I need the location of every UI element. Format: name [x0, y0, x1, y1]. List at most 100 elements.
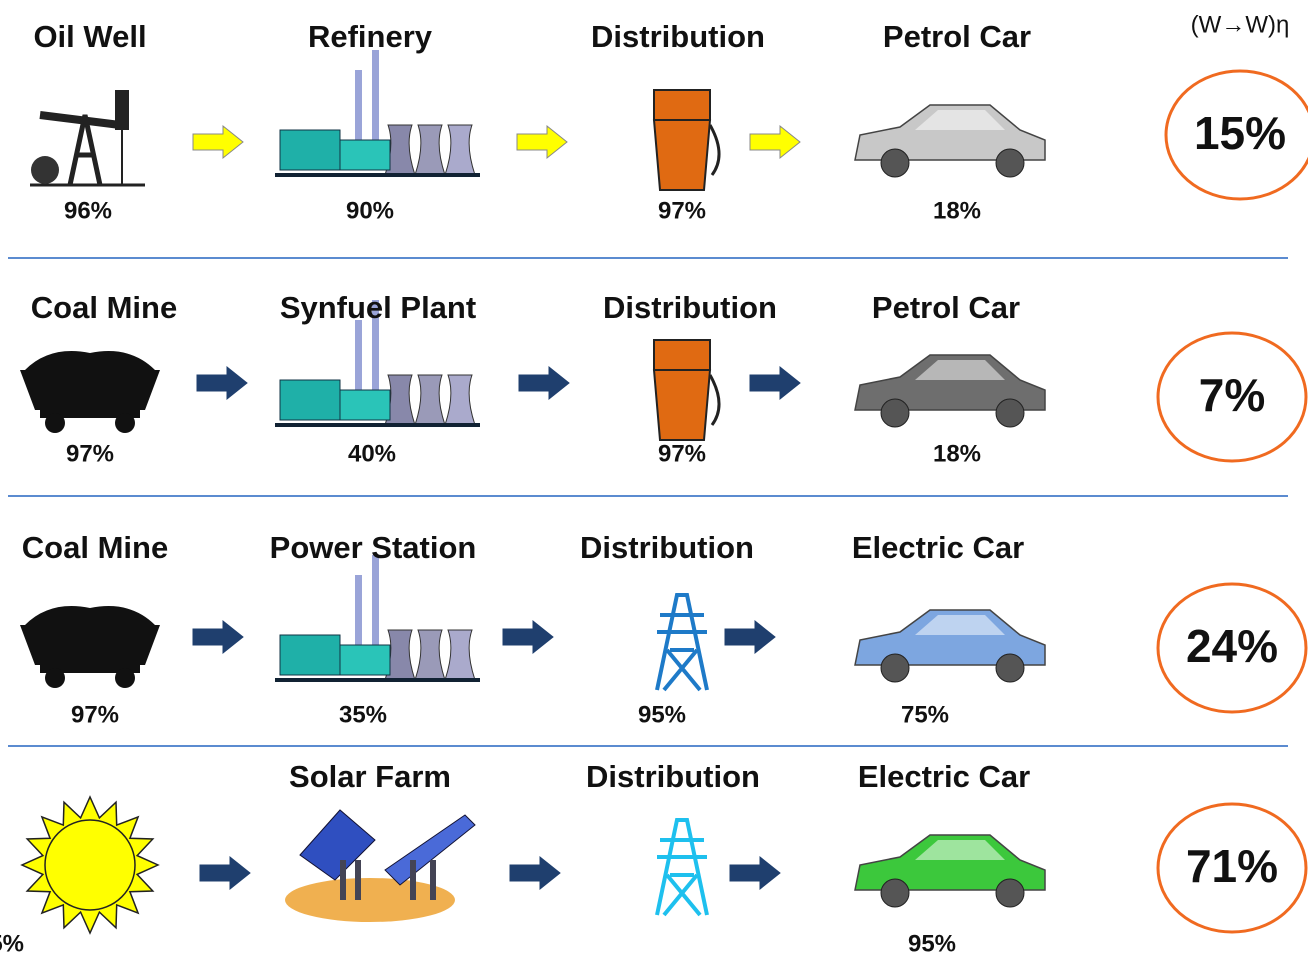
stage-label: Power Station — [270, 530, 477, 565]
stack — [355, 320, 362, 390]
arrow — [197, 367, 247, 399]
wheel — [881, 879, 909, 907]
stack — [355, 70, 362, 140]
arrow — [510, 857, 560, 889]
stage-efficiency: 96% — [64, 197, 112, 224]
cart — [20, 625, 160, 665]
horse-head — [115, 90, 129, 130]
car-icon — [855, 105, 1045, 177]
stage-label: Petrol Car — [883, 19, 1031, 54]
beam — [40, 115, 120, 125]
cooling-tower — [445, 125, 475, 175]
stage-efficiency: 97% — [658, 440, 706, 467]
stage-label: Electric Car — [858, 759, 1030, 794]
arrow — [750, 367, 800, 399]
coal-heap — [25, 351, 155, 370]
cart — [20, 370, 160, 410]
building — [280, 635, 340, 675]
stage-label: Distribution — [586, 759, 760, 794]
solar-farm-icon — [285, 810, 475, 922]
pump-top — [654, 340, 710, 370]
oil-well-icon — [30, 90, 145, 185]
post — [430, 860, 436, 900]
pylon-icon — [657, 595, 707, 690]
stage-efficiency: 97% — [658, 197, 706, 224]
stage-efficiency: 90% — [346, 197, 394, 224]
total-efficiency: 24% — [1186, 620, 1278, 672]
stage-efficiency: 35% — [339, 701, 387, 728]
cooling-tower — [445, 375, 475, 425]
coal-cart-icon — [20, 606, 160, 688]
header: (W→W)η — [1191, 11, 1290, 38]
stage-label: Refinery — [308, 19, 433, 54]
pylon-icon — [657, 820, 707, 915]
panel — [300, 810, 375, 880]
stage-label: Distribution — [591, 19, 765, 54]
hose — [710, 375, 719, 425]
stack — [355, 575, 362, 645]
stage-label: Petrol Car — [872, 290, 1020, 325]
total-efficiency: 15% — [1194, 107, 1286, 159]
building — [340, 645, 390, 675]
total-efficiency: 71% — [1186, 840, 1278, 892]
pylon — [657, 595, 707, 690]
stage-efficiency: 18% — [933, 440, 981, 467]
cooling-tower — [415, 375, 445, 425]
diagram: (W→W)η Oil Well 96% Refinery 90% Distributio… — [0, 0, 1308, 957]
arrow — [503, 621, 553, 653]
stage-efficiency: 97% — [66, 440, 114, 467]
stage-label: Solar Farm — [289, 759, 451, 794]
pump-body — [654, 120, 710, 190]
fuel-pump-icon — [654, 340, 719, 440]
car-icon — [855, 610, 1045, 682]
post — [340, 860, 346, 900]
stage-efficiency: 97% — [71, 701, 119, 728]
car-icon — [855, 835, 1045, 907]
sun-disc — [45, 820, 135, 910]
total-efficiency: 7% — [1199, 369, 1265, 421]
cooling-tower — [415, 125, 445, 175]
wheel — [45, 668, 65, 688]
stage-label: Distribution — [603, 290, 777, 325]
building — [340, 390, 390, 420]
wheel — [881, 654, 909, 682]
stage-label: Electric Car — [852, 530, 1024, 565]
cooling-tower — [445, 630, 475, 680]
car-icon — [855, 355, 1045, 427]
arrow — [517, 126, 567, 158]
plant-icon — [275, 50, 480, 175]
stage-efficiency: 75% — [0, 930, 24, 957]
post — [355, 860, 361, 900]
arrow — [193, 621, 243, 653]
wheel — [881, 149, 909, 177]
stage-label: Coal Mine — [22, 530, 168, 565]
arrow — [193, 126, 243, 158]
stage-label: Oil Well — [33, 19, 146, 54]
arrow — [200, 857, 250, 889]
plant-icon — [275, 555, 480, 680]
building — [280, 380, 340, 420]
wheel — [996, 399, 1024, 427]
building — [280, 130, 340, 170]
stage-label: Distribution — [580, 530, 754, 565]
wheel — [45, 413, 65, 433]
post — [410, 860, 416, 900]
stack — [372, 555, 379, 645]
wheel — [115, 668, 135, 688]
pylon — [657, 820, 707, 915]
sun-icon — [22, 797, 158, 933]
wheel — [996, 654, 1024, 682]
fuel-pump-icon — [654, 90, 719, 190]
sand — [285, 878, 455, 922]
stack — [372, 50, 379, 140]
stage-efficiency: 95% — [638, 701, 686, 728]
arrow — [750, 126, 800, 158]
wheel — [996, 149, 1024, 177]
crank — [31, 156, 59, 184]
stage-efficiency: 18% — [933, 197, 981, 224]
pump-top — [654, 90, 710, 120]
wheel — [115, 413, 135, 433]
stage-efficiency: 95% — [908, 930, 956, 957]
stage-efficiency: 75% — [901, 701, 949, 728]
cooling-tower — [415, 630, 445, 680]
